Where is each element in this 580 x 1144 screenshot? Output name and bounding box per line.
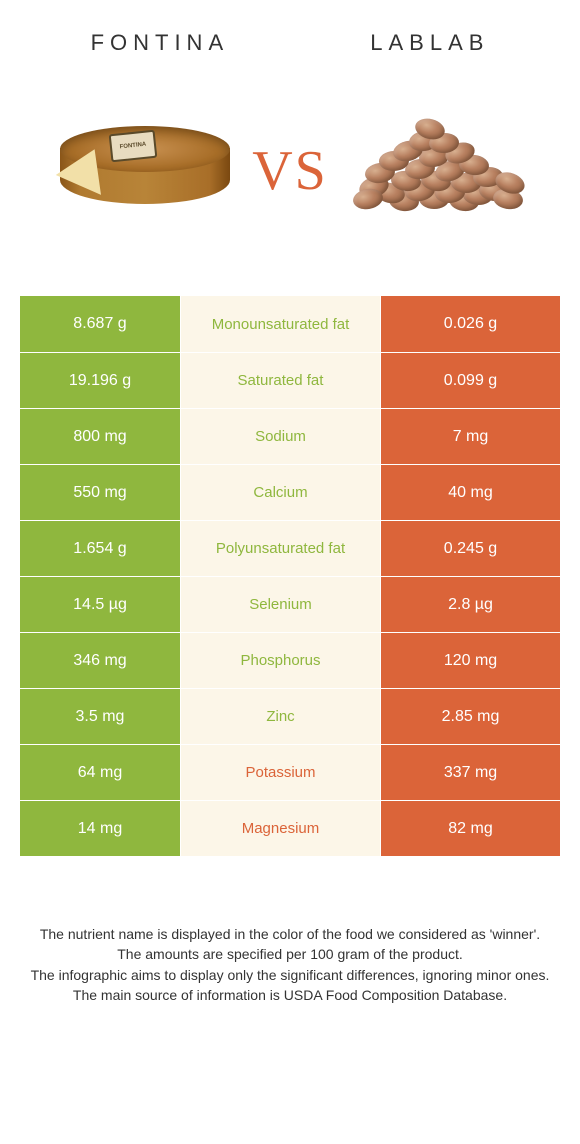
vs-label: VS <box>252 139 328 203</box>
nutrient-label: Selenium <box>180 577 380 632</box>
fontina-image: FONTINA <box>50 106 240 236</box>
nutrient-label: Phosphorus <box>180 633 380 688</box>
nutrient-table: 8.687 gMonounsaturated fat0.026 g19.196 … <box>20 296 560 856</box>
footer-line: The amounts are specified per 100 gram o… <box>28 944 552 964</box>
footer-line: The infographic aims to display only the… <box>28 965 552 985</box>
right-value: 2.85 mg <box>380 689 560 744</box>
right-value: 82 mg <box>380 801 560 856</box>
right-value: 2.8 µg <box>380 577 560 632</box>
nutrient-label: Calcium <box>180 465 380 520</box>
table-row: 14.5 µgSelenium2.8 µg <box>20 576 560 632</box>
table-row: 550 mgCalcium40 mg <box>20 464 560 520</box>
table-row: 1.654 gPolyunsaturated fat0.245 g <box>20 520 560 576</box>
footer-line: The main source of information is USDA F… <box>28 985 552 1005</box>
left-value: 8.687 g <box>20 296 180 352</box>
right-value: 0.245 g <box>380 521 560 576</box>
right-value: 120 mg <box>380 633 560 688</box>
nutrient-label: Saturated fat <box>180 353 380 408</box>
nutrient-label: Sodium <box>180 409 380 464</box>
left-value: 800 mg <box>20 409 180 464</box>
nutrient-label: Zinc <box>180 689 380 744</box>
images-row: FONTINA VS <box>0 66 580 296</box>
cheese-icon: FONTINA <box>60 126 230 216</box>
table-row: 800 mgSodium7 mg <box>20 408 560 464</box>
left-value: 346 mg <box>20 633 180 688</box>
table-row: 19.196 gSaturated fat0.099 g <box>20 352 560 408</box>
right-value: 337 mg <box>380 745 560 800</box>
right-food-title: Lablab <box>370 30 489 56</box>
left-value: 19.196 g <box>20 353 180 408</box>
footer-notes: The nutrient name is displayed in the co… <box>0 856 580 1005</box>
lablab-image <box>340 106 530 236</box>
left-value: 14 mg <box>20 801 180 856</box>
table-row: 14 mgMagnesium82 mg <box>20 800 560 856</box>
footer-line: The nutrient name is displayed in the co… <box>28 924 552 944</box>
left-value: 1.654 g <box>20 521 180 576</box>
table-row: 64 mgPotassium337 mg <box>20 744 560 800</box>
right-value: 0.026 g <box>380 296 560 352</box>
header: Fontina Lablab <box>0 0 580 66</box>
beans-icon <box>345 111 525 231</box>
left-value: 550 mg <box>20 465 180 520</box>
right-value: 7 mg <box>380 409 560 464</box>
right-value: 0.099 g <box>380 353 560 408</box>
nutrient-label: Magnesium <box>180 801 380 856</box>
nutrient-label: Monounsaturated fat <box>180 296 380 352</box>
table-row: 8.687 gMonounsaturated fat0.026 g <box>20 296 560 352</box>
left-value: 14.5 µg <box>20 577 180 632</box>
nutrient-label: Potassium <box>180 745 380 800</box>
left-value: 3.5 mg <box>20 689 180 744</box>
left-value: 64 mg <box>20 745 180 800</box>
left-food-title: Fontina <box>91 30 230 56</box>
table-row: 346 mgPhosphorus120 mg <box>20 632 560 688</box>
right-value: 40 mg <box>380 465 560 520</box>
nutrient-label: Polyunsaturated fat <box>180 521 380 576</box>
table-row: 3.5 mgZinc2.85 mg <box>20 688 560 744</box>
